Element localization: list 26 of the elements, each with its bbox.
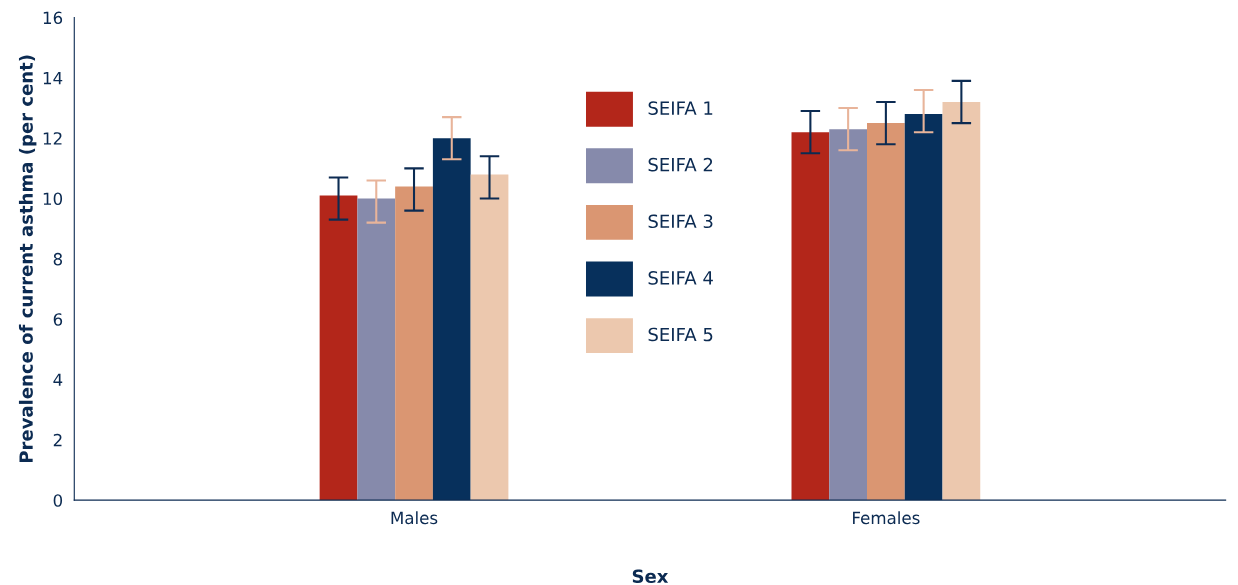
bar [791, 132, 830, 501]
bar [867, 123, 905, 501]
x-tick-label: Females [853, 511, 920, 525]
bar [942, 102, 981, 501]
y-axis-title: Prevalence of current asthma (per cent) [18, 55, 37, 463]
x-tick-label: Males [391, 511, 438, 525]
y-tick-label: 10 [43, 192, 63, 206]
y-tick-label: 4 [53, 373, 63, 386]
legend-label: SEIFA 3 [648, 214, 713, 229]
y-tick-label: 6 [53, 313, 63, 326]
bar [395, 186, 433, 501]
legend-label: SEIFA 5 [648, 327, 713, 342]
legend-label: SEIFA 4 [648, 271, 713, 285]
y-tick-label: 0 [53, 494, 63, 507]
bar [470, 174, 509, 501]
y-tick-label: 2 [53, 433, 62, 447]
y-tick-label: 14 [43, 72, 63, 85]
bar [319, 195, 358, 501]
legend-label: SEIFA 2 [648, 157, 713, 172]
legend-label: SEIFA 1 [648, 101, 713, 115]
y-tick-label: 16 [43, 11, 63, 25]
x-axis-title: Sex [632, 569, 669, 584]
bar [829, 129, 868, 501]
y-tick-label: 8 [53, 252, 63, 266]
y-tick-label: 12 [43, 132, 62, 145]
bar [357, 198, 396, 501]
